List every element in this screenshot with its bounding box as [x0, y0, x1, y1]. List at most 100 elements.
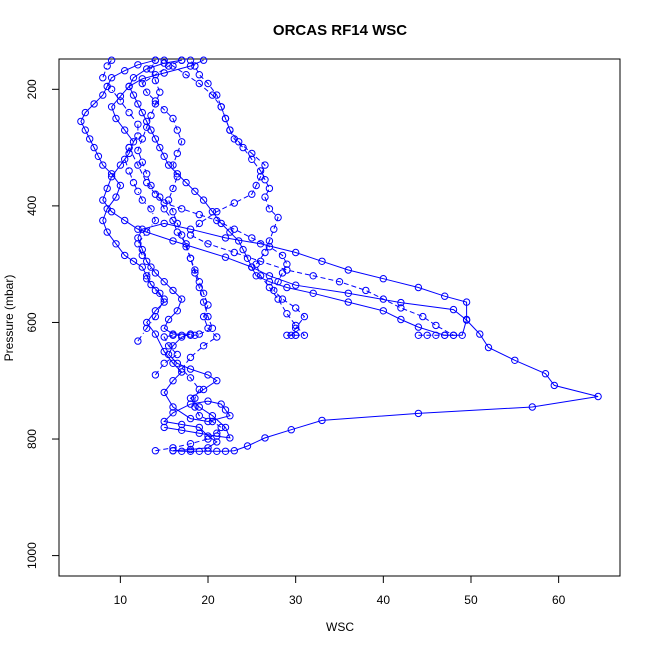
- data-point: [278, 295, 287, 303]
- data-point: [199, 56, 208, 64]
- data-point: [195, 412, 204, 420]
- data-point: [199, 196, 208, 204]
- series-line: [102, 59, 599, 452]
- data-point: [112, 193, 120, 201]
- series-4: [134, 56, 217, 379]
- plot-area: [58, 58, 621, 577]
- data-point: [160, 219, 168, 228]
- data-point: [213, 333, 221, 341]
- data-point: [221, 423, 230, 432]
- data-point: [265, 205, 274, 213]
- data-point: [191, 269, 199, 277]
- data-point: [169, 286, 177, 295]
- series-line: [102, 59, 165, 342]
- data-point: [230, 447, 239, 455]
- data-point: [125, 143, 133, 152]
- data-point: [143, 318, 151, 327]
- data-point: [213, 432, 221, 440]
- data-point: [191, 187, 199, 196]
- data-point: [252, 272, 260, 280]
- data-point: [134, 337, 142, 345]
- data-point: [195, 283, 204, 292]
- data-point: [160, 205, 168, 213]
- data-point: [81, 126, 90, 134]
- data-point: [160, 359, 168, 367]
- data-point: [151, 56, 160, 64]
- data-point: [221, 253, 230, 261]
- data-point: [138, 251, 147, 260]
- data-point: [226, 126, 234, 134]
- series-7: [77, 56, 234, 455]
- data-point: [186, 440, 195, 448]
- data-point: [77, 117, 85, 126]
- data-point: [164, 161, 173, 169]
- data-point: [283, 331, 291, 339]
- data-point: [186, 225, 195, 233]
- series-8: [125, 56, 471, 442]
- data-point: [248, 234, 256, 242]
- data-point: [173, 307, 182, 315]
- data-point: [256, 167, 265, 175]
- data-point: [283, 310, 291, 318]
- data-point: [121, 67, 129, 75]
- data-point: [134, 61, 142, 69]
- data-point: [199, 342, 208, 350]
- data-point: [151, 76, 160, 85]
- data-point: [274, 278, 282, 286]
- data-point: [125, 108, 133, 117]
- y-tick-label: 400: [25, 196, 39, 216]
- data-point: [432, 321, 440, 330]
- data-point: [204, 371, 212, 379]
- data-point: [195, 210, 204, 219]
- data-point: [90, 143, 98, 152]
- data-point: [248, 263, 256, 271]
- data-point: [160, 152, 168, 161]
- data-point: [143, 272, 151, 280]
- y-axis-label: Pressure (mbar): [2, 275, 16, 362]
- data-point: [182, 71, 190, 79]
- data-point: [204, 312, 212, 321]
- data-point: [191, 331, 199, 339]
- x-tick-label: 60: [552, 593, 566, 607]
- data-point: [283, 260, 291, 268]
- data-point: [462, 315, 471, 324]
- data-point: [318, 257, 326, 265]
- x-tick-label: 50: [464, 593, 478, 607]
- data-point: [173, 228, 182, 236]
- data-point: [195, 278, 204, 286]
- data-point: [292, 248, 300, 257]
- data-point: [287, 331, 295, 339]
- x-axis: 10 20 30 40 50 60: [114, 576, 566, 607]
- data-point: [178, 368, 186, 376]
- data-point: [169, 330, 177, 338]
- data-point: [221, 447, 230, 455]
- data-point: [134, 234, 142, 242]
- data-point: [138, 196, 147, 204]
- data-point: [309, 272, 317, 280]
- data-point: [143, 65, 151, 73]
- data-point: [199, 289, 208, 297]
- data-point: [169, 62, 177, 70]
- data-point: [125, 149, 133, 158]
- data-point: [182, 243, 190, 251]
- series-line: [128, 59, 468, 439]
- data-point: [344, 266, 352, 274]
- data-point: [462, 298, 471, 306]
- data-point: [134, 161, 142, 169]
- data-point: [151, 135, 160, 143]
- data-point: [541, 370, 550, 378]
- data-point: [160, 423, 168, 432]
- series-line: [141, 59, 222, 452]
- data-point: [261, 161, 269, 169]
- data-point: [414, 409, 423, 418]
- data-point: [441, 292, 449, 300]
- data-point: [103, 62, 111, 70]
- data-point: [121, 155, 129, 164]
- data-point: [278, 251, 287, 260]
- series-layer: [77, 56, 602, 455]
- data-point: [173, 350, 182, 359]
- series-line: [80, 59, 231, 452]
- data-point: [182, 178, 190, 187]
- data-point: [235, 237, 243, 245]
